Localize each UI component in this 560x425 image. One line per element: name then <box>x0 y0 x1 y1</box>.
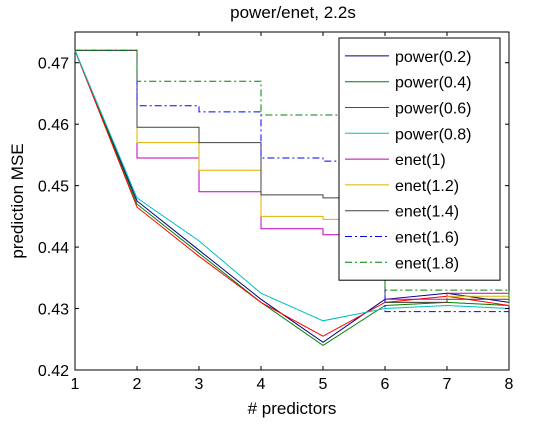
series-layer <box>74 49 510 347</box>
legend-label-6: enet(1.4) <box>395 204 459 221</box>
series-line-2 <box>74 50 510 337</box>
y-tick-label: 0.45 <box>38 179 69 196</box>
legend-label-3: power(0.8) <box>395 126 471 143</box>
y-tick-label: 0.43 <box>38 302 69 319</box>
x-tick-label: 6 <box>381 376 390 393</box>
legend-label-4: enet(1) <box>395 152 446 169</box>
legend-label-8: enet(1.8) <box>395 255 459 272</box>
series-line-4 <box>75 49 510 303</box>
y-tick-label: 0.47 <box>38 56 69 73</box>
legend: power(0.2) power(0.4) power(0.6) power(0.8)… <box>338 37 501 281</box>
x-tick-label: 1 <box>71 376 80 393</box>
y-tick-label: 0.46 <box>38 117 69 134</box>
y-tick-label: 0.44 <box>38 240 69 257</box>
legend-label-2: power(0.6) <box>395 101 471 118</box>
x-tick-label: 5 <box>319 376 328 393</box>
series-line-0 <box>74 50 510 343</box>
legend-label-0: power(0.2) <box>395 49 471 66</box>
x-tick-label: 3 <box>195 376 204 393</box>
x-tick-label: 4 <box>257 376 266 393</box>
x-tick-label: 2 <box>133 376 142 393</box>
legend-label-5: enet(1.2) <box>395 178 459 195</box>
chart-title: power/enet, 2.2s <box>230 3 356 22</box>
x-axis-label: # predictors <box>248 399 337 418</box>
series-line-5 <box>75 49 510 306</box>
series-line-1 <box>74 50 510 347</box>
x-tick-label: 7 <box>443 376 452 393</box>
series-line-6 <box>75 49 510 303</box>
ticks-layer: 1 2 3 4 5 6 7 8 0.42 0.43 0.44 0.45 0.46 0.47 <box>38 32 514 393</box>
y-axis-label: prediction MSE <box>8 143 27 258</box>
x-tick-label: 8 <box>505 376 514 393</box>
series-line-8 <box>75 49 510 306</box>
y-tick-label: 0.42 <box>38 363 69 380</box>
legend-label-7: enet(1.6) <box>395 230 459 247</box>
legend-label-1: power(0.4) <box>395 75 471 92</box>
series-line-3 <box>74 50 510 322</box>
